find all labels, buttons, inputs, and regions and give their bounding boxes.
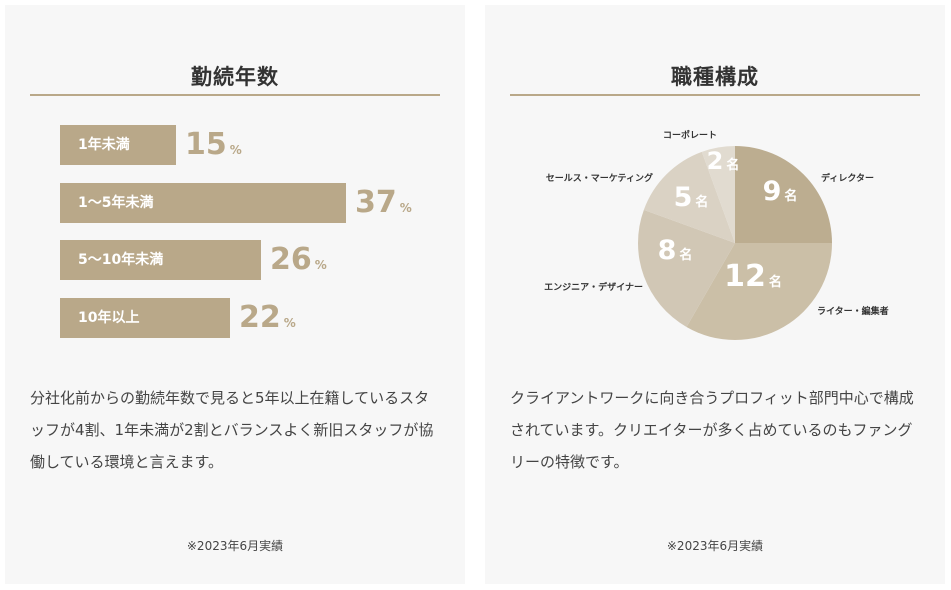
bar-value-label: 26%: [270, 242, 327, 277]
job-type-card: 職種構成 9 名 ディレクター 12 名ライター・編集者 8 名エンジニア・デザイナー 5 名 セ…: [485, 5, 945, 584]
bar: 1〜5年未満: [60, 183, 346, 223]
title-divider: [510, 94, 920, 96]
pie-slice: [735, 146, 832, 243]
bar: 10年以上: [60, 298, 230, 338]
bar-label: 5〜10年未満: [78, 252, 164, 268]
bar: 5〜10年未満: [60, 240, 261, 280]
bar: 1年未満: [60, 125, 176, 165]
pie-category-label: エンジニア・デザイナー: [544, 281, 643, 293]
pie-category-label: ディレクター: [821, 172, 874, 184]
bar-label: 1年未満: [78, 137, 130, 153]
pie-category-label: ライター・編集者: [817, 305, 889, 317]
bar-label: 1〜5年未満: [78, 195, 154, 211]
pie-category-label: セールス・マーケティング: [546, 172, 653, 184]
pie-slice: [701, 146, 735, 243]
pie-slice: [643, 151, 735, 243]
tenure-title: 勤続年数: [191, 65, 279, 89]
pie-slice: [686, 243, 832, 340]
slice-value-label: 12 名: [724, 259, 782, 294]
bar-value-label: 22%: [239, 300, 296, 335]
bar-value-label: 37%: [355, 185, 412, 220]
pie-category-label: コーポレート: [663, 129, 717, 141]
job-type-title: 職種構成: [671, 65, 759, 89]
job-type-description: クライアントワークに向き合うプロフィット部門中心で構成されています。クリエイター…: [510, 389, 914, 471]
job-type-note: ※2023年6月実績: [666, 539, 764, 553]
bar-value-label: 15%: [185, 127, 242, 162]
tenure-note: ※2023年6月実績: [186, 539, 284, 553]
tenure-description: 分社化前からの勤続年数で見ると5年以上在籍しているスタッフが4割、1年未満が2割…: [30, 389, 434, 471]
title-divider: [30, 94, 440, 96]
pie-slice: [638, 209, 735, 327]
bar-label: 10年以上: [78, 310, 140, 326]
tenure-card: 勤続年数 1年未満 15% 1〜5年未満 37% 5〜10年未満 26% 10年以上 22% …: [5, 5, 465, 584]
